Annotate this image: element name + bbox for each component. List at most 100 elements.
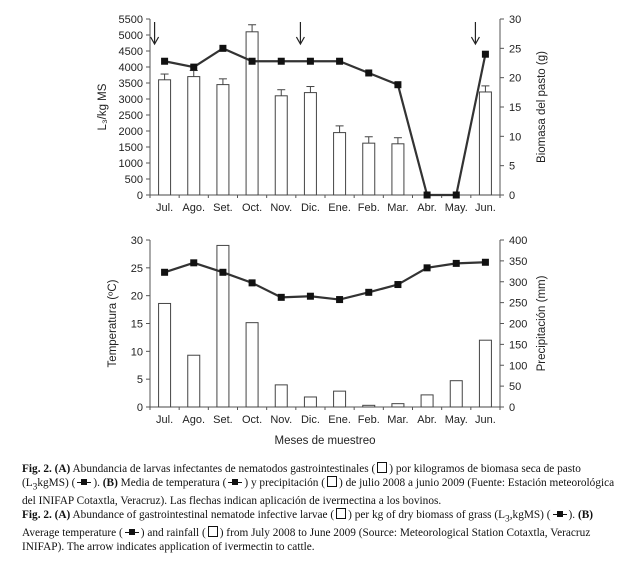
chart1-point-marker xyxy=(248,57,256,65)
chart1-category-label: Set. xyxy=(213,202,233,214)
chart2-bar xyxy=(303,396,317,408)
chart2-category-label: Feb. xyxy=(358,414,380,426)
chart1-left-tick-label: 1000 xyxy=(119,158,143,170)
chart1-left-tick-label: 5500 xyxy=(119,14,143,26)
chart1-bar xyxy=(245,31,259,196)
chart1-right-tick-label: 25 xyxy=(509,43,521,55)
chart2-category-label: Oct. xyxy=(242,414,262,426)
chart1-right-tick-label: 30 xyxy=(509,14,521,26)
chart2-point-marker xyxy=(306,292,314,300)
caption-en-text-6: ) and rainfall ( xyxy=(140,527,206,540)
chart1-category-label: Feb. xyxy=(358,202,380,214)
chart2-bar xyxy=(333,390,347,408)
caption-es-text-3: kgMS) ( xyxy=(37,477,76,490)
line-symbol-icon xyxy=(77,479,92,486)
chart1-right-tick-label: 0 xyxy=(509,190,515,202)
caption-es-panel-b: (B) xyxy=(102,477,118,490)
caption-es-panel-a: (A) xyxy=(54,463,71,475)
chart1-category-label: Jun. xyxy=(475,202,496,214)
chart1-series-line xyxy=(164,47,487,197)
chart1-arrow-head-icon xyxy=(470,36,480,46)
chart2-right-tick-label: 250 xyxy=(509,298,527,310)
chart2-point-marker xyxy=(190,259,198,267)
caption-en-text-7: ) from July 2008 to June 2009 (Source: M… xyxy=(22,527,591,553)
chart2-left-tick-label: 0 xyxy=(137,402,143,414)
chart1-left-tick-label: 1500 xyxy=(119,142,143,154)
chart2-right-tick-label: 200 xyxy=(509,319,527,331)
chart2-point-marker xyxy=(481,258,489,266)
chart1-right-tick-label: 10 xyxy=(509,131,521,143)
chart1-point-marker xyxy=(423,191,431,199)
chart2-left-tick-label: 5 xyxy=(137,374,143,386)
chart1-left-tick-label: 2000 xyxy=(119,126,143,138)
chart2-y-axis-title: Temperatura (ºC) xyxy=(107,279,119,367)
chart1-y-axis-title: L₃/kg MS xyxy=(97,83,109,130)
bar-symbol-icon xyxy=(207,526,218,538)
chart1-right-tick-label: 20 xyxy=(509,73,521,85)
chart2-point-marker xyxy=(219,268,227,276)
chart2-bar xyxy=(391,403,405,408)
chart2-category-label: May. xyxy=(445,414,468,426)
chart2-right-tick-label: 400 xyxy=(509,235,527,247)
chart2-right-tick-label: 50 xyxy=(509,381,521,393)
chart2-bar xyxy=(274,384,288,408)
chart1-bar xyxy=(333,132,347,196)
chart2-category-label: Nov. xyxy=(270,414,292,426)
chart2-left-tick-label: 20 xyxy=(131,291,143,303)
caption-es-text-7: ) de julio 2008 a junio 2009 (Fuente: Es… xyxy=(22,477,615,507)
chart2-bar xyxy=(187,354,201,408)
chart1-point-marker xyxy=(190,63,198,71)
chart1-left-tick-label: 0 xyxy=(137,190,143,202)
chart1-right-tick-label: 5 xyxy=(509,161,515,173)
caption-en-text-1: Abundance of gastrointestinal nematode i… xyxy=(70,508,335,521)
chart1-point-marker xyxy=(277,57,285,65)
chart2-bar xyxy=(158,302,172,408)
chart2-point-marker xyxy=(336,296,344,304)
caption-en-text-5: Average temperature ( xyxy=(22,527,123,540)
chart1-category-label: Jul. xyxy=(156,202,173,214)
chart1-left-tick-label: 4500 xyxy=(119,46,143,58)
caption-es-label: Fig. 2. xyxy=(22,463,52,475)
chart1-point-marker xyxy=(394,81,402,89)
bar-symbol-icon xyxy=(377,462,388,473)
caption-es-text-2: ) por kilogramos de biomasa seca de past… xyxy=(22,463,581,490)
chart2-bar xyxy=(420,394,434,408)
caption-es-text-6: ) y precipitación ( xyxy=(244,477,325,490)
bar-symbol-icon xyxy=(327,476,337,488)
chart2-category-label: Abr. xyxy=(417,414,437,426)
figure-caption: Fig. 2. (A) Abundancia de larvas infecta… xyxy=(22,462,626,554)
chart2-category-label: Mar. xyxy=(387,414,408,426)
caption-en-text-2: ) per kg of dry biomass of grass (L xyxy=(348,508,506,521)
chart1-point-marker xyxy=(161,57,169,65)
chart2-left-tick-label: 15 xyxy=(131,319,143,331)
chart2-left-tick-label: 25 xyxy=(131,263,143,275)
chart1-left-tick-label: 3000 xyxy=(119,94,143,106)
chart1-category-label: Ene. xyxy=(328,202,351,214)
chart1-bar xyxy=(391,143,405,196)
chart1-category-label: Mar. xyxy=(387,202,408,214)
chart1-bar xyxy=(303,92,317,196)
chart1-bar xyxy=(187,76,201,196)
chart1-category-label: May. xyxy=(445,202,468,214)
chart1-bar xyxy=(274,95,288,196)
chart2-right-tick-label: 0 xyxy=(509,402,515,414)
caption-es-text-4: ). xyxy=(93,477,103,490)
chart1-category-label: Ago. xyxy=(182,202,205,214)
chart1-point-marker xyxy=(365,69,373,77)
chart1-point-marker xyxy=(219,44,227,52)
chart2-bar xyxy=(362,404,376,408)
chart2-right-tick-label: 350 xyxy=(509,256,527,268)
caption-es-subscript: 3 xyxy=(32,482,38,493)
bar-symbol-icon xyxy=(336,507,347,519)
chart1-category-label: Abr. xyxy=(417,202,437,214)
chart2-point-marker xyxy=(394,281,402,289)
chart2-bar xyxy=(449,380,463,408)
chart1-left-tick-label: 5000 xyxy=(119,30,143,42)
chart2-point-marker xyxy=(423,264,431,272)
caption-en-panel-b: (B) xyxy=(577,508,593,521)
chart1-point-marker xyxy=(336,57,344,65)
chart1-point-marker xyxy=(452,191,460,199)
chart1-arrow-head-icon xyxy=(295,36,305,46)
chart2-x-axis-title: Meses de muestreo xyxy=(275,435,376,447)
caption-en-panel-a: (A) xyxy=(54,508,71,521)
